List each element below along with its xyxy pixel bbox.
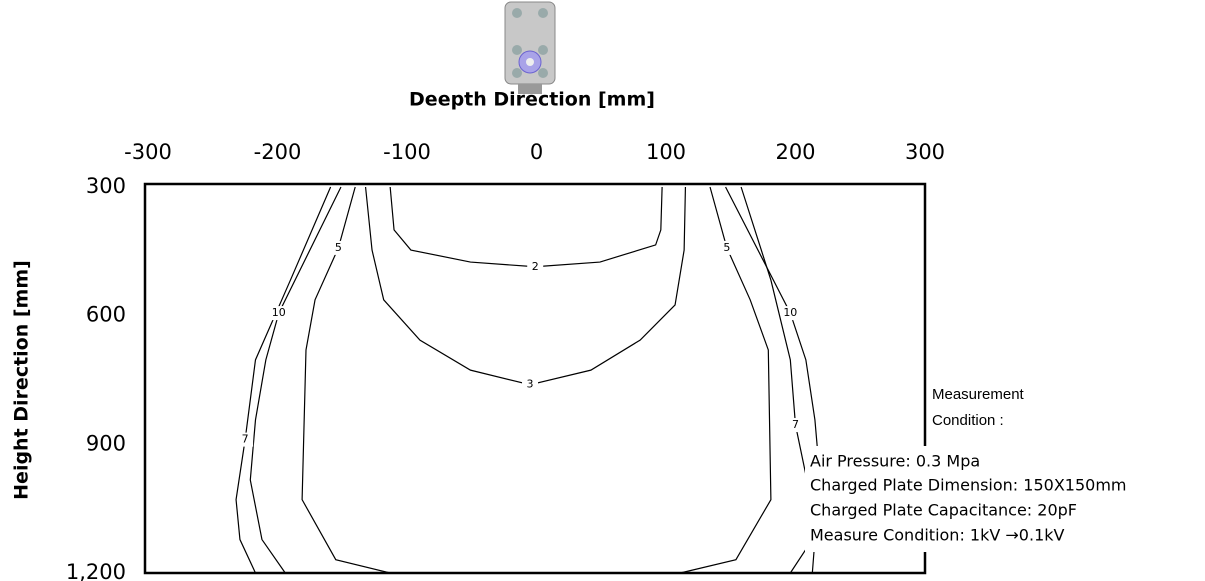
contour-line xyxy=(236,187,331,573)
annotation-title: Measurement xyxy=(932,386,1025,403)
y-tick-label: 900 xyxy=(86,431,126,455)
annotation: Measure Condition: 1kV →0.1kV xyxy=(810,526,1065,545)
contour-line xyxy=(741,187,815,573)
chart: Deepth Direction [mm] Height Direction [… xyxy=(0,0,1205,581)
contour-line xyxy=(250,187,341,573)
x-tick-label: -200 xyxy=(254,140,302,164)
y-axis-label: Height Direction [mm] xyxy=(11,260,33,500)
x-tick-label: -300 xyxy=(124,140,172,164)
contour-line xyxy=(390,187,662,267)
x-tick-label: 0 xyxy=(530,140,543,164)
x-tick-label: -100 xyxy=(383,140,431,164)
y-tick-label: 1,200 xyxy=(66,560,126,581)
x-tick-label: 100 xyxy=(646,140,686,164)
annotation: Charged Plate Capacitance: 20pF xyxy=(810,501,1077,520)
contour-label: 5 xyxy=(335,241,342,254)
y-tick-label: 300 xyxy=(86,174,126,198)
contour-label: 5 xyxy=(723,241,730,254)
contour-label: 10 xyxy=(783,306,797,319)
annotation-title: Condition : xyxy=(932,412,1004,429)
annotation: Air Pressure: 0.3 Mpa xyxy=(810,452,980,471)
contour-label: 10 xyxy=(272,306,286,319)
contour-label: 7 xyxy=(792,418,799,431)
x-tick-label: 300 xyxy=(905,140,945,164)
contour-line xyxy=(366,187,686,385)
device-icon xyxy=(505,2,555,94)
annotation: Charged Plate Dimension: 150X150mm xyxy=(810,476,1127,495)
contour-label: 7 xyxy=(242,433,249,446)
contour-label: 2 xyxy=(532,260,539,273)
contour-label: 3 xyxy=(527,378,534,391)
y-tick-label: 600 xyxy=(86,303,126,327)
x-tick-label: 200 xyxy=(775,140,815,164)
